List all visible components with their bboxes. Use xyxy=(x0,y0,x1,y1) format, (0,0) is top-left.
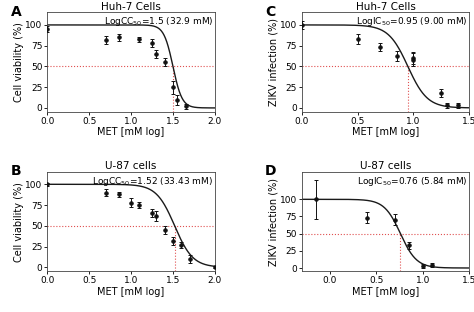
X-axis label: MET [mM log]: MET [mM log] xyxy=(98,287,165,297)
Text: A: A xyxy=(10,4,21,18)
Text: D: D xyxy=(265,164,276,178)
Y-axis label: ZIKV infection (%): ZIKV infection (%) xyxy=(268,178,278,266)
X-axis label: MET [mM log]: MET [mM log] xyxy=(98,127,165,137)
X-axis label: MET [mM log]: MET [mM log] xyxy=(352,127,419,137)
Title: U-87 cells: U-87 cells xyxy=(105,161,157,171)
Y-axis label: Cell viability (%): Cell viability (%) xyxy=(14,22,24,102)
Text: B: B xyxy=(10,164,21,178)
Text: LogIC$_{50}$=0.76 (5.84 mM): LogIC$_{50}$=0.76 (5.84 mM) xyxy=(357,175,467,188)
X-axis label: MET [mM log]: MET [mM log] xyxy=(352,287,419,297)
Title: U-87 cells: U-87 cells xyxy=(360,161,411,171)
Y-axis label: ZIKV infection (%): ZIKV infection (%) xyxy=(268,18,278,106)
Y-axis label: Cell viability (%): Cell viability (%) xyxy=(14,182,24,261)
Text: LogCC$_{50}$=1.52 (33.43 mM): LogCC$_{50}$=1.52 (33.43 mM) xyxy=(92,175,213,188)
Text: LogCC$_{50}$=1.5 (32.9 mM): LogCC$_{50}$=1.5 (32.9 mM) xyxy=(104,16,213,28)
Text: LogIC$_{50}$=0.95 (9.00 mM): LogIC$_{50}$=0.95 (9.00 mM) xyxy=(356,16,467,28)
Title: Huh-7 Cells: Huh-7 Cells xyxy=(101,2,161,12)
Text: C: C xyxy=(265,4,275,18)
Title: Huh-7 Cells: Huh-7 Cells xyxy=(356,2,416,12)
